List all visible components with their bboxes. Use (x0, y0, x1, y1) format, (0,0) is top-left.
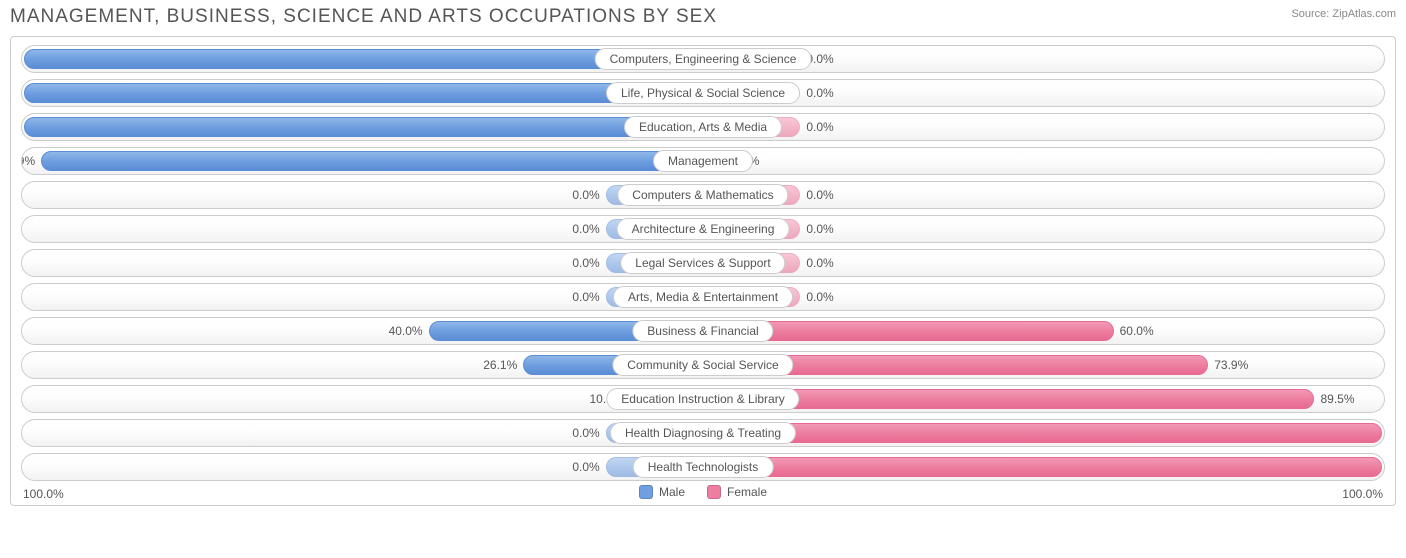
category-label: Life, Physical & Social Science (606, 82, 800, 104)
legend-item-female: Female (707, 485, 767, 499)
female-pct-label: 0.0% (806, 222, 833, 236)
chart-row: 0.0% 100.0%Health Diagnosing & Treating (21, 419, 1385, 447)
chart-row: 0.0% 100.0%Health Technologists (21, 453, 1385, 481)
chart-area: 100.0% 0.0% Computers, Engineering & Scien… (10, 36, 1396, 506)
male-pct-label: 40.0% (389, 324, 423, 338)
female-half: 89.5% (703, 386, 1384, 412)
category-label: Education Instruction & Library (606, 388, 799, 410)
female-half: 100.0% (703, 454, 1384, 480)
male-bar (24, 83, 701, 103)
chart-row: 0.0% 0.0% Architecture & Engineering (21, 215, 1385, 243)
legend-item-male: Male (639, 485, 685, 499)
legend-male-label: Male (659, 485, 685, 499)
female-pct-label: 0.0% (806, 290, 833, 304)
male-pct-label: 0.0% (572, 188, 599, 202)
female-swatch-icon (707, 485, 721, 499)
female-pct-label: 0.0% (806, 120, 833, 134)
category-label: Management (653, 150, 753, 172)
male-half: 0.0% (22, 420, 703, 446)
category-label: Health Technologists (633, 456, 774, 478)
male-bar (24, 117, 701, 137)
male-pct-label: 0.0% (572, 460, 599, 474)
chart-row: 100.0% 0.0% Education, Arts & Media (21, 113, 1385, 141)
female-half: 60.0% (703, 318, 1384, 344)
female-half: 3.1% (703, 148, 1384, 174)
chart-rows: 100.0% 0.0% Computers, Engineering & Scien… (21, 45, 1385, 481)
male-bar (41, 151, 701, 171)
male-half: 100.0% (22, 114, 703, 140)
chart-row: 40.0% 60.0% Business & Financial (21, 317, 1385, 345)
source-name: ZipAtlas.com (1332, 8, 1396, 20)
category-label: Architecture & Engineering (617, 218, 790, 240)
chart-title: MANAGEMENT, BUSINESS, SCIENCE AND ARTS O… (10, 6, 717, 28)
chart-row: 0.0% 0.0% Arts, Media & Entertainment (21, 283, 1385, 311)
female-half: 73.9% (703, 352, 1384, 378)
male-half: 100.0% (22, 80, 703, 106)
category-label: Health Diagnosing & Treating (610, 422, 796, 444)
male-pct-label: 0.0% (572, 256, 599, 270)
male-pct-label: 96.9% (21, 154, 35, 168)
chart-row: 0.0% 0.0% Computers & Mathematics (21, 181, 1385, 209)
category-label: Education, Arts & Media (624, 116, 782, 138)
chart-row: 26.1% 73.9% Community & Social Service (21, 351, 1385, 379)
category-label: Computers, Engineering & Science (595, 48, 812, 70)
male-pct-label: 0.0% (572, 290, 599, 304)
axis-left-label: 100.0% (23, 487, 64, 501)
male-pct-label: 0.0% (572, 222, 599, 236)
male-half: 0.0% (22, 284, 703, 310)
female-pct-label: 0.0% (806, 86, 833, 100)
source-label: Source: (1291, 8, 1329, 20)
male-half: 96.9% (22, 148, 703, 174)
male-pct-label: 26.1% (483, 358, 517, 372)
chart-row: 0.0% 0.0% Legal Services & Support (21, 249, 1385, 277)
chart-row: 100.0%0.0%Computers, Engineering & Scien… (21, 45, 1385, 73)
male-swatch-icon (639, 485, 653, 499)
female-half: 0.0% (703, 114, 1384, 140)
female-pct-label: 89.5% (1320, 392, 1354, 406)
male-half: 0.0% (22, 216, 703, 242)
female-pct-label: 0.0% (806, 256, 833, 270)
chart-row: 10.5% 89.5% Education Instruction & Librar… (21, 385, 1385, 413)
male-half: 10.5% (22, 386, 703, 412)
female-half: 0.0% (703, 284, 1384, 310)
legend-female-label: Female (727, 485, 767, 499)
category-label: Computers & Mathematics (617, 184, 788, 206)
female-half: 0.0% (703, 182, 1384, 208)
chart-row: 96.9% 3.1%Management (21, 147, 1385, 175)
category-label: Business & Financial (632, 320, 773, 342)
legend: Male Female (21, 485, 1385, 499)
category-label: Arts, Media & Entertainment (613, 286, 793, 308)
chart-header: MANAGEMENT, BUSINESS, SCIENCE AND ARTS O… (10, 6, 1396, 28)
category-label: Legal Services & Support (620, 252, 785, 274)
male-half: 0.0% (22, 454, 703, 480)
male-pct-label: 0.0% (572, 426, 599, 440)
male-half: 0.0% (22, 250, 703, 276)
male-half: 26.1% (22, 352, 703, 378)
female-half: 0.0% (703, 80, 1384, 106)
female-pct-label: 0.0% (806, 188, 833, 202)
female-half: 100.0% (703, 420, 1384, 446)
male-half: 40.0% (22, 318, 703, 344)
female-pct-label: 73.9% (1214, 358, 1248, 372)
female-pct-label: 60.0% (1120, 324, 1154, 338)
axis-right-label: 100.0% (1342, 487, 1383, 501)
female-bar (705, 423, 1382, 443)
male-half: 0.0% (22, 182, 703, 208)
female-bar (705, 457, 1382, 477)
category-label: Community & Social Service (612, 354, 793, 376)
chart-row: 100.0% 0.0% Life, Physical & Social Scienc… (21, 79, 1385, 107)
chart-source: Source: ZipAtlas.com (1291, 6, 1396, 20)
female-half: 0.0% (703, 250, 1384, 276)
female-half: 0.0% (703, 216, 1384, 242)
